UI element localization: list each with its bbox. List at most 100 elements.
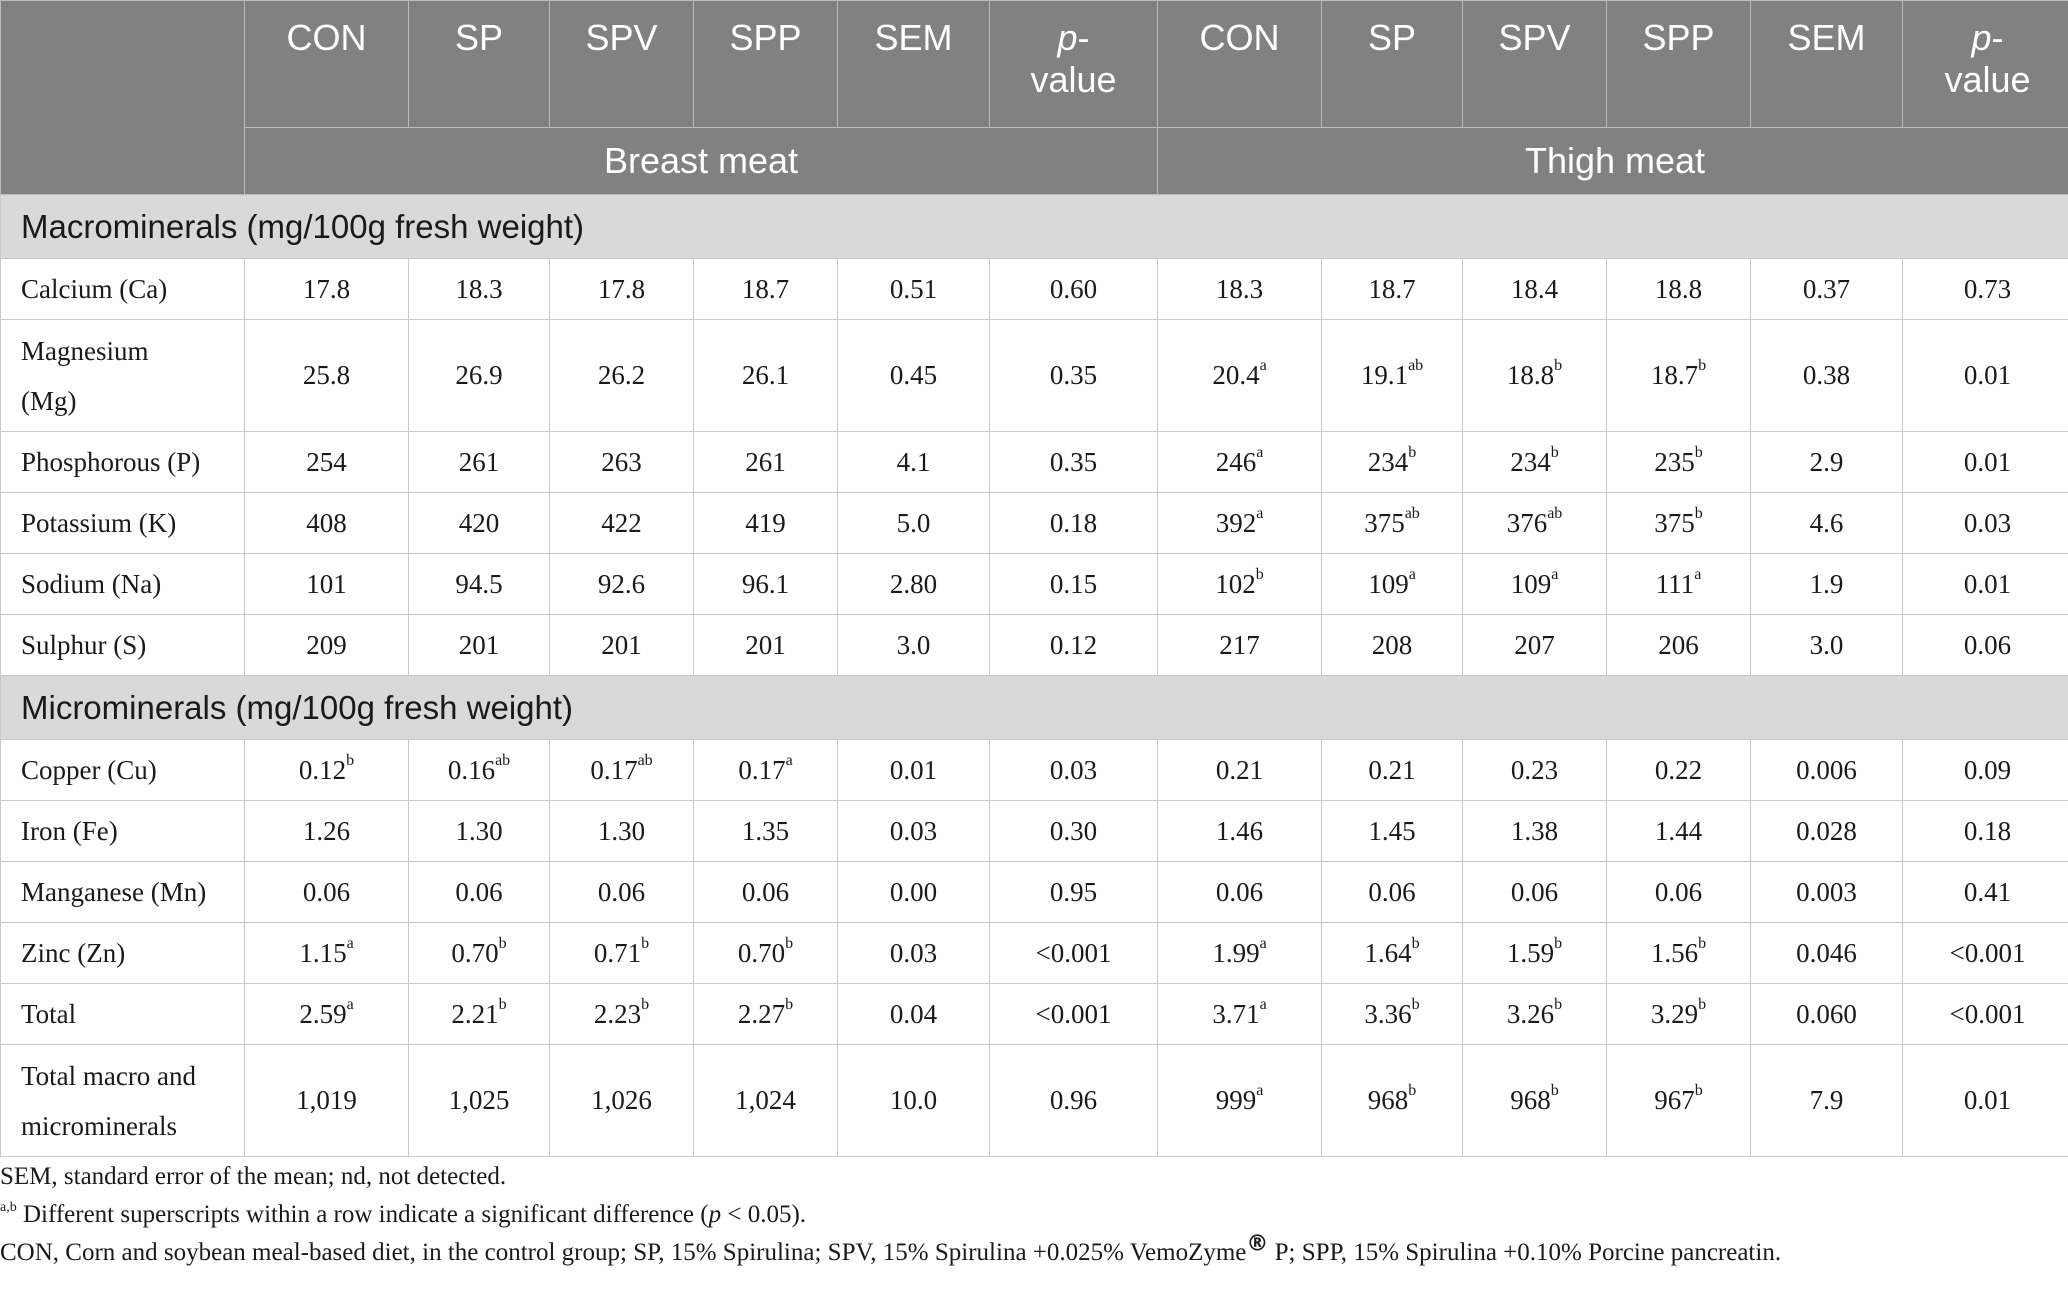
cell-value: 1.56: [1650, 937, 1699, 968]
table-cell: 0.18: [989, 492, 1158, 554]
table-cell: 2.21b: [408, 983, 550, 1045]
table-cell: <0.001: [989, 922, 1158, 984]
table-cell: 0.01: [1902, 319, 2068, 432]
significance-superscript: b: [1408, 1082, 1417, 1099]
table-cell: 0.03: [1902, 492, 2068, 554]
table-cell: 109a: [1462, 553, 1607, 615]
table-body: Macrominerals (mg/100g fresh weight) Cal…: [0, 194, 2068, 1157]
cell-value: 246: [1215, 446, 1257, 477]
table-cell: 968b: [1321, 1044, 1463, 1157]
table-cell: 0.01: [837, 739, 990, 801]
significance-superscript: b: [346, 751, 355, 769]
significance-superscript: a: [1408, 565, 1416, 583]
table-cell: 0.22: [1606, 739, 1751, 801]
table-cell: 234b: [1462, 431, 1607, 493]
cell-value: 0.06: [302, 876, 351, 907]
cell-value: 2.59: [299, 998, 347, 1029]
table-cell: 217: [1157, 614, 1322, 676]
cell-value: 101: [306, 568, 347, 599]
table-cell: 0.71b: [549, 922, 694, 984]
cell-value: 0.71: [593, 937, 642, 968]
cell-value: 0.95: [1049, 876, 1098, 907]
table-cell: 1.46: [1157, 800, 1322, 862]
table-cell: 0.12b: [244, 739, 409, 801]
col-header-sp: SP: [408, 0, 550, 128]
cell-value: 1.9: [1809, 568, 1844, 599]
col-header-pvalue: p-value: [989, 0, 1158, 128]
row-label: Magnesium (Mg): [0, 319, 245, 432]
table-cell: 111a: [1606, 553, 1751, 615]
table-cell: 0.18: [1902, 800, 2068, 862]
table-cell: 0.70b: [693, 922, 838, 984]
cell-value: 2.23: [593, 998, 642, 1029]
significance-superscript: b: [1554, 357, 1563, 374]
table-cell: 0.006: [1750, 739, 1903, 801]
cell-value: 1.30: [455, 815, 503, 846]
table-cell: 246a: [1157, 431, 1322, 493]
cell-value: 0.01: [1963, 1085, 2012, 1115]
cell-value: 392: [1215, 507, 1257, 538]
cell-value: 0.06: [1963, 629, 2012, 660]
table-cell: 392a: [1157, 492, 1322, 554]
cell-value: 3.0: [1809, 629, 1844, 660]
table-cell: 2.9: [1750, 431, 1903, 493]
significance-superscript: b: [1550, 1082, 1559, 1099]
significance-superscript: b: [1698, 934, 1707, 952]
table-cell: 18.8: [1606, 258, 1751, 320]
minerals-table: CON SP SPV SPP SEM p-value CON SP SPV SP…: [0, 0, 2068, 1157]
table-cell: 206: [1606, 614, 1751, 676]
footnote-abbreviations: CON, Corn and soybean meal-based diet, i…: [0, 1231, 1782, 1266]
table-cell: 7.9: [1750, 1044, 1903, 1157]
table-cell: 0.17ab: [549, 739, 694, 801]
cell-value: 0.003: [1796, 876, 1857, 907]
significance-superscript: a: [1256, 504, 1264, 522]
table-cell: 92.6: [549, 553, 694, 615]
corner-header-cell: [0, 0, 245, 195]
table-cell: 26.2: [549, 319, 694, 432]
table-cell: 0.06: [1462, 861, 1607, 923]
table-cell: <0.001: [1902, 983, 2068, 1045]
cell-value: 0.45: [889, 360, 938, 390]
significance-superscript: a: [346, 995, 354, 1013]
table-cell: 96.1: [693, 553, 838, 615]
table-cell: 109a: [1321, 553, 1463, 615]
table-cell: 18.7: [1321, 258, 1463, 320]
cell-value: 19.1: [1360, 360, 1409, 390]
cell-value: 0.01: [1963, 360, 2012, 390]
table-cell: 1.38: [1462, 800, 1607, 862]
cell-value: 0.21: [1215, 754, 1264, 785]
cell-value: 1.30: [597, 815, 646, 846]
cell-value: 261: [745, 446, 786, 477]
cell-value: 94.5: [455, 568, 503, 599]
table-cell: 0.06: [1606, 861, 1751, 923]
table-cell: 0.04: [837, 983, 990, 1045]
col-header-con: CON: [1157, 0, 1322, 128]
cell-value: 0.21: [1368, 754, 1416, 785]
table-cell: 0.06: [1902, 614, 2068, 676]
cell-value: 0.38: [1802, 360, 1851, 390]
table-cell: 0.96: [989, 1044, 1158, 1157]
cell-value: <0.001: [1035, 998, 1112, 1029]
cell-value: 375: [1654, 507, 1695, 538]
significance-superscript: b: [1554, 934, 1563, 952]
table-cell: 3.36b: [1321, 983, 1463, 1045]
row-label: Sodium (Na): [0, 553, 245, 615]
cell-value: 26.1: [741, 360, 790, 390]
table-cell: 201: [549, 614, 694, 676]
table-cell: 1.56b: [1606, 922, 1751, 984]
cell-value: 0.51: [889, 273, 938, 304]
significance-superscript: a: [1259, 995, 1267, 1013]
cell-value: 0.060: [1796, 998, 1857, 1029]
section-label: Microminerals (mg/100g fresh weight): [0, 675, 2068, 740]
cell-value: 3.26: [1506, 998, 1555, 1029]
table-row: Potassium (K) 408 420 422 419 5.0 0.18 392a 375…: [0, 492, 2068, 554]
cell-value: 4.6: [1809, 507, 1844, 538]
table-cell: 0.95: [989, 861, 1158, 923]
significance-superscript: b: [1694, 443, 1703, 461]
table-cell: 18.4: [1462, 258, 1607, 320]
table-cell: 0.16ab: [408, 739, 550, 801]
col-header-spp: SPP: [693, 0, 838, 128]
table-cell: 208: [1321, 614, 1463, 676]
cell-value: 17.8: [302, 273, 351, 304]
col-header-spp: SPP: [1606, 0, 1751, 128]
